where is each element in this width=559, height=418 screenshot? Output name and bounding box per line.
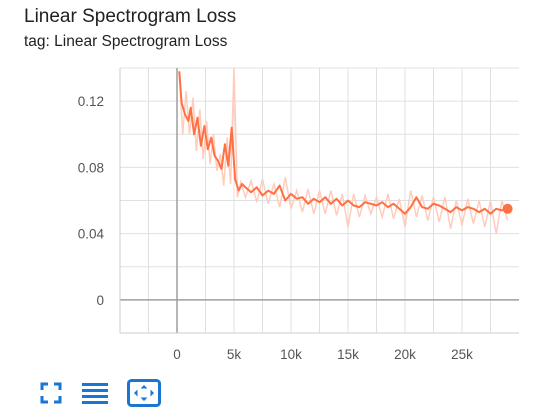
chart-title: Linear Spectrogram Loss: [24, 6, 237, 27]
y-tick-label: 0.08: [78, 160, 104, 175]
fit-domain-icon: [127, 379, 161, 407]
x-tick-label: 25k: [451, 347, 473, 362]
x-tick-label: 15k: [337, 347, 359, 362]
series-smoothed-line: [178, 71, 508, 215]
x-tick-label: 10k: [280, 347, 302, 362]
expand-fullscreen-button[interactable]: [36, 378, 66, 408]
toggle-log-scale-icon: [82, 383, 108, 404]
series-raw-line: [178, 68, 509, 234]
y-tick-label: 0.12: [78, 94, 104, 109]
series-group: [178, 68, 509, 234]
x-tick-label: 0: [173, 347, 181, 362]
chart-tag-subtitle: tag: Linear Spectrogram Loss: [24, 33, 228, 50]
y-tick-label: 0: [96, 293, 104, 308]
x-tick-label: 20k: [394, 347, 416, 362]
x-tick-label: 5k: [227, 347, 242, 362]
expand-fullscreen-icon: [40, 382, 62, 404]
fit-domain-button[interactable]: [126, 378, 162, 408]
toggle-log-scale-button[interactable]: [80, 378, 110, 408]
series-last-point-marker: [502, 203, 513, 214]
y-tick-label: 0.04: [78, 227, 105, 242]
line-chart[interactable]: 0 0.04 0.08 0.12 0 5k 10k 15k 20k 25k: [0, 0, 559, 370]
